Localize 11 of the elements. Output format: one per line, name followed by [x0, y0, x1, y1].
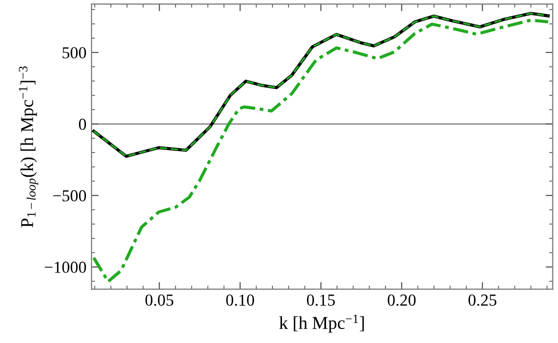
x-axis-title: k [h Mpc$^{−1}$]: [279, 314, 364, 333]
y-tick-label: 500: [62, 47, 86, 58]
y-tick-label: 0: [78, 118, 86, 130]
x-tick-label: 0.20: [388, 294, 416, 306]
y-tick-label: −1000: [44, 262, 86, 273]
x-tick-label: 0.10: [226, 294, 254, 306]
x-tick-label: 0.15: [306, 294, 335, 306]
x-tick-label: 0.25: [468, 294, 496, 306]
x-tick-label: 0.05: [145, 294, 174, 306]
y-tick-label: −500: [53, 190, 86, 202]
y-axis-title: P$_{1−loop}$(k) [h Mpc$^{−1}$]$^{−3}$: [18, 66, 38, 228]
